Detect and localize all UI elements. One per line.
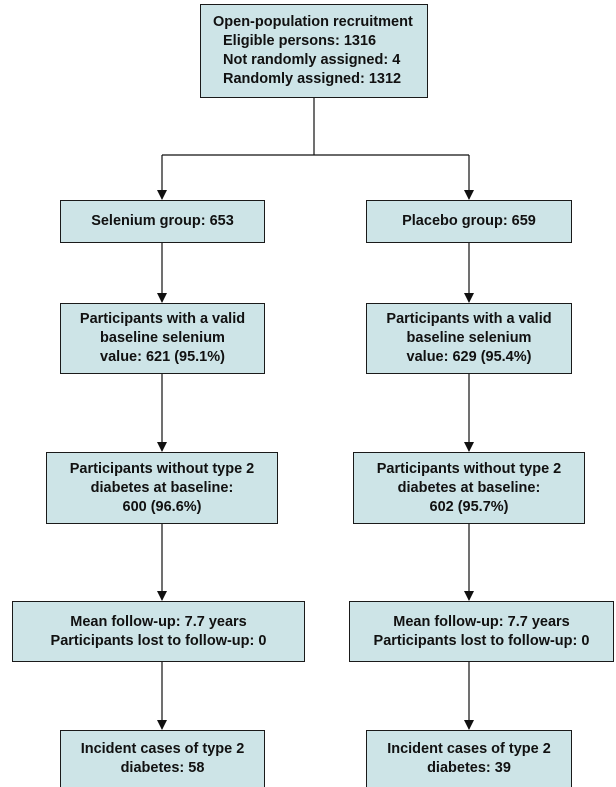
box-text: Randomly assigned: 1312 bbox=[223, 71, 402, 87]
no-diabetes-box: Participants without type 2 diabetes at … bbox=[353, 452, 585, 524]
box-text: Placebo group: 659 bbox=[402, 213, 536, 229]
box-text: Participants lost to follow-up: 0 bbox=[50, 632, 267, 649]
box-text: Open-population recruitment bbox=[213, 14, 413, 30]
box-text: baseline selenium bbox=[406, 330, 532, 346]
box-text: Participants without type 2 bbox=[69, 460, 255, 477]
box-text: Incident cases of type 2 bbox=[80, 741, 245, 757]
box-text: 602 (95.7%) bbox=[429, 498, 509, 515]
incident-box: Incident cases of type 2 diabetes: 58 bbox=[60, 730, 265, 787]
box-text: Participants without type 2 bbox=[376, 460, 562, 477]
box-text: diabetes at baseline: bbox=[90, 479, 234, 496]
box-text: Participants with a valid bbox=[79, 311, 246, 327]
box-text: Eligible persons: 1316 bbox=[223, 33, 377, 49]
box-text: Participants with a valid bbox=[386, 311, 552, 327]
valid-baseline-box: Participants with a valid baseline selen… bbox=[366, 303, 572, 374]
follow-up-box: Mean follow-up: 7.7 years Participants l… bbox=[349, 601, 614, 662]
box-text: Selenium group: 653 bbox=[91, 213, 234, 229]
recruitment-box: Open-population recruitment Eligible per… bbox=[200, 4, 428, 98]
no-diabetes-box: Participants without type 2 diabetes at … bbox=[46, 452, 278, 524]
box-text: value: 621 (95.1%) bbox=[100, 349, 225, 365]
box-text: Participants lost to follow-up: 0 bbox=[373, 632, 590, 649]
box-text: Not randomly assigned: 4 bbox=[223, 52, 401, 68]
follow-up-box: Mean follow-up: 7.7 years Participants l… bbox=[12, 601, 305, 662]
box-text: Mean follow-up: 7.7 years bbox=[70, 613, 247, 630]
box-text: value: 629 (95.4%) bbox=[406, 349, 532, 365]
group-box: Placebo group: 659 bbox=[366, 200, 572, 243]
box-text: diabetes at baseline: bbox=[397, 479, 541, 496]
box-text: diabetes: 39 bbox=[427, 760, 511, 776]
box-text: 600 (96.6%) bbox=[122, 498, 202, 515]
box-text: Incident cases of type 2 bbox=[387, 741, 551, 757]
incident-box: Incident cases of type 2 diabetes: 39 bbox=[366, 730, 572, 787]
box-text: Mean follow-up: 7.7 years bbox=[393, 613, 570, 630]
valid-baseline-box: Participants with a valid baseline selen… bbox=[60, 303, 265, 374]
box-text: baseline selenium bbox=[100, 330, 225, 346]
group-box: Selenium group: 653 bbox=[60, 200, 265, 243]
box-text: diabetes: 58 bbox=[120, 760, 205, 776]
